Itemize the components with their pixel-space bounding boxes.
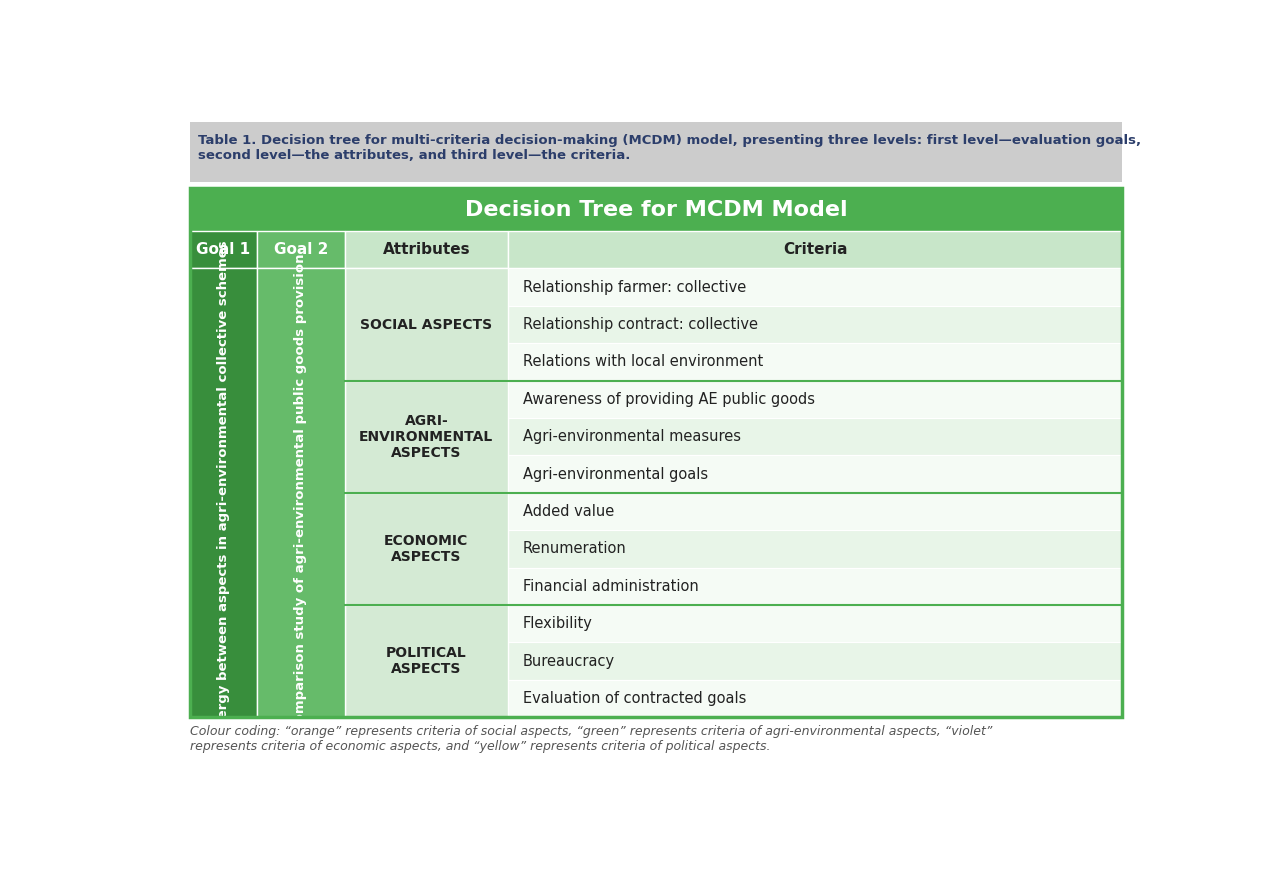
FancyBboxPatch shape xyxy=(508,493,1123,531)
Text: ECONOMIC
ASPECTS: ECONOMIC ASPECTS xyxy=(384,534,468,564)
FancyBboxPatch shape xyxy=(508,343,1123,381)
FancyBboxPatch shape xyxy=(344,381,508,493)
FancyBboxPatch shape xyxy=(508,642,1123,680)
FancyBboxPatch shape xyxy=(508,455,1123,493)
Text: Comparison study of agri-environmental public goods provision: Comparison study of agri-environmental p… xyxy=(294,253,307,732)
Text: Synergy between aspects in agri-environmental collective schemes: Synergy between aspects in agri-environm… xyxy=(218,240,230,746)
Text: Table 1. Decision tree for multi-criteria decision-making (MCDM) model, presenti: Table 1. Decision tree for multi-criteri… xyxy=(197,134,1140,162)
FancyBboxPatch shape xyxy=(344,268,508,381)
Text: Colour coding: “orange” represents criteria of social aspects, “green” represent: Colour coding: “orange” represents crite… xyxy=(189,725,992,753)
FancyBboxPatch shape xyxy=(508,605,1123,642)
FancyBboxPatch shape xyxy=(508,268,1123,306)
Text: Criteria: Criteria xyxy=(783,242,847,258)
Text: SOCIAL ASPECTS: SOCIAL ASPECTS xyxy=(360,317,493,331)
Text: Renumeration: Renumeration xyxy=(524,542,627,557)
FancyBboxPatch shape xyxy=(344,232,508,268)
FancyBboxPatch shape xyxy=(189,121,1123,183)
Text: Bureaucracy: Bureaucracy xyxy=(524,654,616,669)
Text: Awareness of providing AE public goods: Awareness of providing AE public goods xyxy=(524,392,815,406)
Text: Agri-environmental measures: Agri-environmental measures xyxy=(524,429,741,444)
FancyBboxPatch shape xyxy=(508,232,1123,268)
Text: Goal 1: Goal 1 xyxy=(196,242,251,258)
FancyBboxPatch shape xyxy=(508,306,1123,343)
Text: Decision Tree for MCDM Model: Decision Tree for MCDM Model xyxy=(465,199,847,219)
FancyBboxPatch shape xyxy=(344,493,508,605)
FancyBboxPatch shape xyxy=(508,680,1123,718)
FancyBboxPatch shape xyxy=(508,381,1123,418)
Text: Relations with local environment: Relations with local environment xyxy=(524,355,763,370)
FancyBboxPatch shape xyxy=(508,418,1123,455)
FancyBboxPatch shape xyxy=(189,188,1123,232)
Text: Relationship farmer: collective: Relationship farmer: collective xyxy=(524,280,746,295)
FancyBboxPatch shape xyxy=(257,268,344,718)
FancyBboxPatch shape xyxy=(189,268,257,718)
FancyBboxPatch shape xyxy=(508,568,1123,605)
Text: Agri-environmental goals: Agri-environmental goals xyxy=(524,467,708,482)
Text: Flexibility: Flexibility xyxy=(524,616,593,631)
Text: Added value: Added value xyxy=(524,504,614,519)
Text: Goal 2: Goal 2 xyxy=(274,242,328,258)
FancyBboxPatch shape xyxy=(189,232,257,268)
FancyBboxPatch shape xyxy=(257,232,344,268)
Text: Financial administration: Financial administration xyxy=(524,579,699,593)
FancyBboxPatch shape xyxy=(344,605,508,718)
Text: Evaluation of contracted goals: Evaluation of contracted goals xyxy=(524,691,746,706)
Text: Attributes: Attributes xyxy=(383,242,470,258)
Text: AGRI-
ENVIRONMENTAL
ASPECTS: AGRI- ENVIRONMENTAL ASPECTS xyxy=(360,413,494,460)
Text: POLITICAL
ASPECTS: POLITICAL ASPECTS xyxy=(387,646,467,676)
Text: Relationship contract: collective: Relationship contract: collective xyxy=(524,317,758,332)
FancyBboxPatch shape xyxy=(508,531,1123,568)
